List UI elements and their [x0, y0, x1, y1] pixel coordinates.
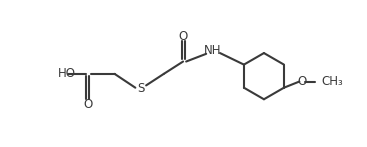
Text: CH₃: CH₃	[321, 75, 343, 88]
Text: S: S	[137, 82, 145, 95]
Text: O: O	[178, 30, 188, 43]
Text: NH: NH	[204, 44, 222, 57]
Text: O: O	[297, 75, 306, 88]
Text: HO: HO	[58, 67, 76, 80]
Text: O: O	[83, 98, 92, 111]
